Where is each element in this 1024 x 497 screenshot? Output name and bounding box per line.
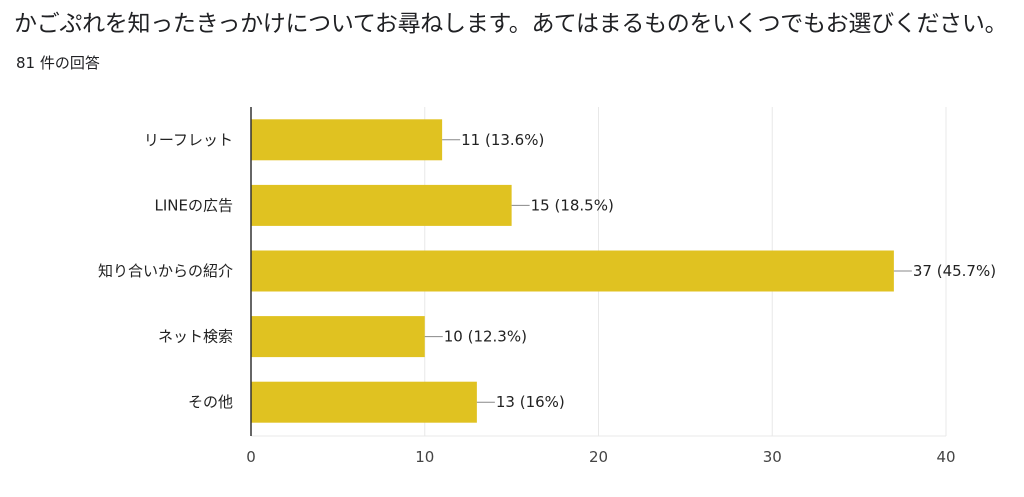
- question-title: かごぷれを知ったきっかけについてお尋ねします。あてはまるものをいくつでもお選びく…: [14, 11, 1008, 37]
- bar: [251, 119, 443, 161]
- category-label: リーフレット: [144, 131, 233, 149]
- response-count: 81 件の回答: [16, 54, 100, 72]
- category-label: LINEの広告: [155, 196, 233, 214]
- bar: [251, 184, 512, 226]
- bar: [251, 316, 425, 358]
- labels: 0 10 20 30 40 リーフレット 11 (13.6%) LINEの広告 15 (18.5…: [98, 131, 996, 466]
- data-label: 11 (13.6%): [461, 131, 544, 149]
- x-tick-label: 30: [763, 448, 782, 466]
- data-label: 10 (12.3%): [444, 328, 527, 346]
- data-label: 13 (16%): [496, 393, 565, 411]
- category-label: その他: [188, 393, 233, 411]
- bar: [251, 250, 894, 292]
- x-tick-label: 20: [589, 448, 608, 466]
- bars: [251, 119, 894, 423]
- data-label: 15 (18.5%): [531, 196, 614, 214]
- bar: [251, 381, 477, 423]
- x-tick-label: 10: [415, 448, 434, 466]
- category-label: ネット検索: [158, 328, 233, 346]
- data-label: 37 (45.7%): [913, 262, 996, 280]
- x-tick-label: 0: [246, 448, 256, 466]
- x-tick-label: 40: [936, 448, 955, 466]
- category-label: 知り合いからの紹介: [98, 262, 233, 280]
